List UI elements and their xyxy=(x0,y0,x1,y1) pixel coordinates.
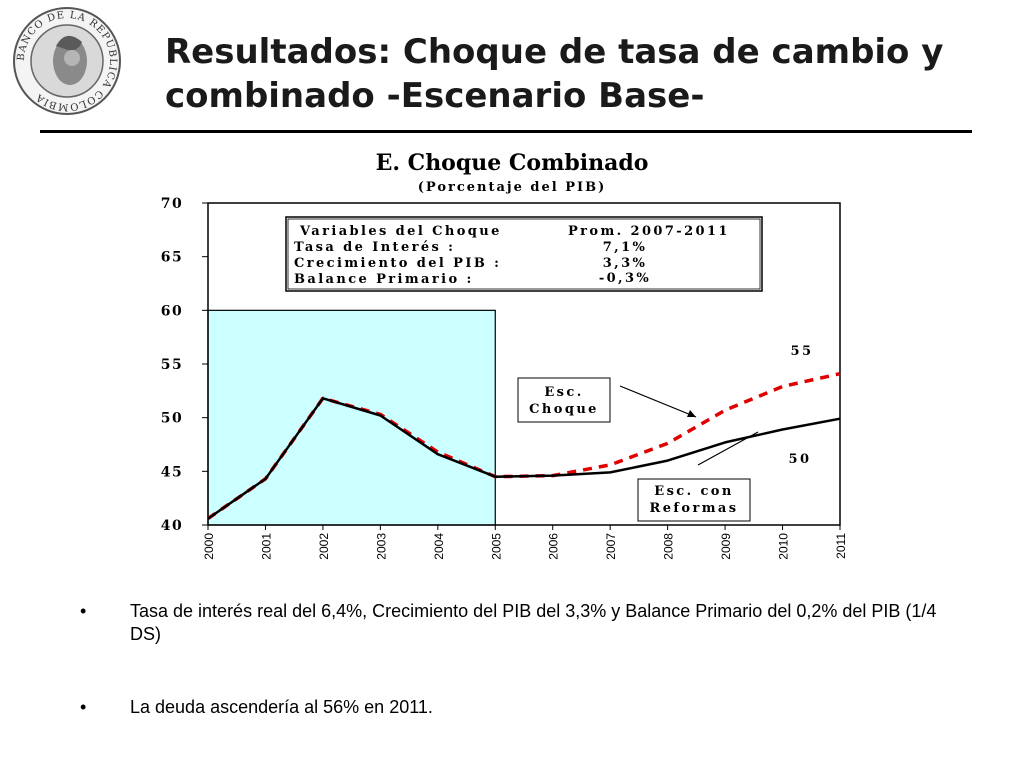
x-tick-label: 2011 xyxy=(834,533,848,559)
debt-chart: E. Choque Combinado (Porcentaje del PIB)… xyxy=(161,150,848,560)
bullet-text: Tasa de interés real del 6,4%, Crecimien… xyxy=(130,601,937,644)
bank-seal-icon: BANCO DE LA REPUBLICA COLOMBIA xyxy=(13,7,121,115)
y-tick-label: 40 xyxy=(161,518,183,534)
x-tick-label: 2010 xyxy=(777,533,791,560)
x-tick-label: 2002 xyxy=(317,533,331,560)
primary-balance-value: -0,3% xyxy=(599,271,651,286)
y-tick-label: 55 xyxy=(161,357,183,373)
slide-title: Resultados: Choque de tasa de cambio y c… xyxy=(165,30,1005,118)
x-tick-label: 2004 xyxy=(432,533,446,560)
annotation-reformas-pointer xyxy=(697,431,759,466)
y-tick-label: 50 xyxy=(161,411,183,427)
bullet-marker: • xyxy=(80,601,87,621)
bullet-marker: • xyxy=(80,697,87,717)
y-tick-label: 45 xyxy=(161,464,183,480)
x-tick-label: 2008 xyxy=(662,533,676,560)
variables-box: Variables del Choque Prom. 2007-2011 Tas… xyxy=(285,216,763,292)
chart-title: E. Choque Combinado xyxy=(376,150,649,176)
variables-box-header-label: Variables del Choque xyxy=(299,224,502,239)
x-tick-label: 2006 xyxy=(547,533,561,560)
annotation-choque: Esc. Choque xyxy=(517,377,611,423)
x-tick-label: 2001 xyxy=(259,533,273,560)
x-tick-label: 2009 xyxy=(719,533,733,560)
historical-band xyxy=(207,309,496,526)
end-label-upper: 55 xyxy=(791,344,814,359)
annotation-reformas: Esc. con Reformas xyxy=(637,478,751,522)
end-label-lower: 50 xyxy=(789,452,812,467)
annotation-choque-arrowhead xyxy=(687,410,696,417)
annotation-reformas-line-1: Esc. con xyxy=(654,484,733,499)
bullet-list: • Tasa de interés real del 6,4%, Crecimi… xyxy=(72,600,972,719)
gdp-growth-label: Crecimiento del PIB : xyxy=(294,256,501,271)
x-tick-label: 2005 xyxy=(489,533,503,560)
y-tick-label: 60 xyxy=(161,303,183,319)
slide-title-line-1: Resultados: Choque de tasa de cambio y xyxy=(165,32,944,72)
title-divider xyxy=(40,130,972,133)
annotation-choque-line-2: Choque xyxy=(529,402,599,417)
x-tick-label: 2007 xyxy=(604,533,618,560)
variables-box-header-value: Prom. 2007-2011 xyxy=(568,224,730,239)
annotation-reformas-line-2: Reformas xyxy=(650,501,739,516)
series-reformas-line xyxy=(207,397,841,520)
x-tick-label: 2003 xyxy=(374,533,388,560)
interest-rate-value: 7,1% xyxy=(603,240,648,255)
bullet-text: La deuda ascendería al 56% en 2011. xyxy=(130,697,433,717)
y-tick-label: 65 xyxy=(161,250,183,266)
y-tick-label: 70 xyxy=(161,196,183,212)
bullet-item: • Tasa de interés real del 6,4%, Crecimi… xyxy=(72,600,972,646)
primary-balance-label: Balance Primario : xyxy=(294,272,474,287)
annotation-choque-pointer xyxy=(619,385,697,418)
bullet-item: • La deuda ascendería al 56% en 2011. xyxy=(72,696,972,719)
interest-rate-label: Tasa de Interés : xyxy=(294,240,455,255)
slide-title-line-2: combinado -Escenario Base- xyxy=(165,76,705,116)
x-tick-label: 2000 xyxy=(202,533,216,560)
annotation-choque-line-1: Esc. xyxy=(544,385,583,400)
gdp-growth-value: 3,3% xyxy=(603,256,648,271)
chart-subtitle: (Porcentaje del PIB) xyxy=(418,180,606,195)
